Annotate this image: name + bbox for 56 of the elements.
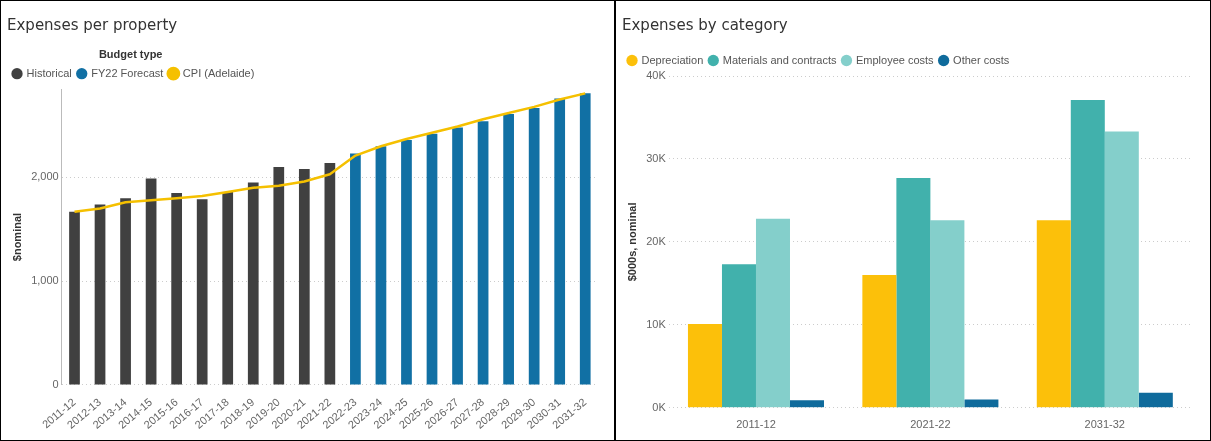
bar: [375, 146, 387, 385]
bar: [94, 204, 106, 385]
bar: [298, 169, 310, 385]
bar: [350, 153, 361, 385]
bar: [477, 121, 489, 385]
legend-label: Historical: [26, 66, 72, 79]
bar: [503, 114, 514, 385]
bar: [69, 211, 80, 385]
x-tick-label: 2011-12: [736, 418, 776, 431]
bar: [1070, 100, 1105, 408]
y-axis-title: $nominal: [10, 212, 23, 262]
bar: [324, 162, 336, 385]
bar: [579, 93, 591, 385]
y-axis-title: $000s, nominal: [625, 202, 638, 282]
bar: [196, 199, 208, 385]
y-tick-label: 0: [52, 377, 59, 390]
bar: [862, 275, 897, 408]
legend-label: Employee costs: [855, 53, 935, 66]
bar: [426, 133, 438, 385]
legend-label: Other costs: [953, 53, 1010, 66]
bar: [120, 198, 131, 385]
y-tick-label: 1,000: [31, 274, 59, 287]
x-tick-label: 2031-32: [1084, 418, 1125, 431]
bar: [721, 264, 756, 408]
legend-label: Materials and contracts: [722, 53, 837, 66]
bar: [1036, 220, 1071, 408]
bar: [401, 140, 412, 385]
chart-title: Expenses per property: [7, 15, 178, 34]
x-tick-label: 2021-22: [910, 418, 951, 431]
bar: [452, 127, 463, 385]
y-tick-label: 30K: [646, 151, 667, 164]
bar: [755, 218, 790, 408]
chart-title: Expenses by category: [622, 15, 788, 34]
bar: [171, 192, 183, 385]
bar: [145, 178, 157, 385]
y-tick-label: 40K: [646, 69, 667, 82]
y-tick-label: 10K: [646, 317, 667, 330]
bar: [247, 182, 259, 385]
legend-label: FY22 Forecast: [91, 66, 164, 79]
bar: [222, 191, 234, 385]
bar: [687, 324, 722, 408]
bar: [273, 167, 285, 385]
y-tick-label: 0K: [652, 400, 667, 413]
legend-title: Budget type: [98, 47, 163, 60]
bar: [554, 98, 566, 385]
bar: [896, 178, 931, 408]
bar: [1138, 392, 1173, 408]
bar: [1104, 131, 1139, 408]
legend-label: CPI (Adelaide): [182, 66, 255, 79]
bar: [964, 399, 999, 408]
bar: [528, 107, 540, 385]
bar: [789, 400, 824, 408]
legend-label: Depreciation: [641, 53, 704, 66]
y-tick-label: 20K: [646, 234, 667, 247]
bar: [930, 220, 965, 408]
y-tick-label: 2,000: [31, 170, 59, 183]
